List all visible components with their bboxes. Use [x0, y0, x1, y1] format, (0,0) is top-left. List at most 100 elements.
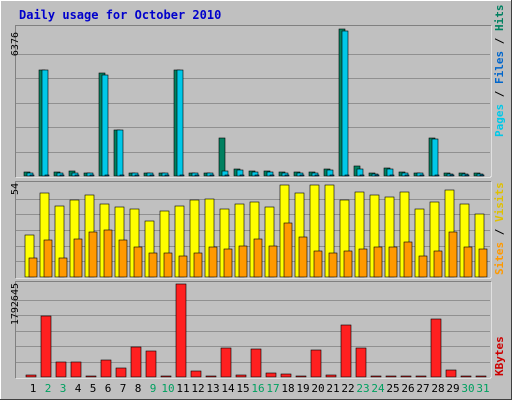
sites-bar-day-9 [148, 252, 158, 278]
sites-bar-day-30 [463, 246, 473, 278]
kbytes-bar-day-6 [100, 359, 112, 378]
pages-bar-day-19 [299, 174, 305, 177]
x-tick-label: 22 [341, 382, 354, 395]
pages-bar-day-3 [59, 174, 65, 177]
kbytes-bar-day-24 [370, 375, 382, 378]
kbytes-bar-day-31 [475, 375, 487, 378]
panel-hits-ymax: 6376 [10, 32, 21, 56]
pages-bar-day-17 [269, 174, 275, 177]
pages-bar-day-8 [134, 174, 140, 177]
x-axis-day-labels: 1 2 3 4 5 6 7 8 9 10 11 12 13 14 15 16 17 18 19 20 21 22 23 24 2… [30, 382, 490, 395]
files-bar-day-2 [41, 69, 49, 177]
legend-sites: Sites [493, 242, 506, 275]
kbytes-bar-day-18 [280, 373, 292, 378]
kbytes-bar-day-25 [385, 375, 397, 378]
sites-bar-day-22 [343, 250, 353, 278]
kbytes-bar-day-27 [415, 375, 427, 378]
sites-bar-day-21 [328, 252, 338, 278]
pages-bar-day-26 [404, 174, 410, 177]
files-bar-day-22 [341, 30, 349, 177]
pages-bar-day-18 [284, 174, 290, 177]
kbytes-bar-day-13 [205, 375, 217, 378]
legend-hits: Hits [493, 5, 506, 32]
pages-bar-day-6 [104, 174, 110, 177]
pages-bar-day-4 [74, 174, 80, 177]
sites-bar-day-5 [88, 231, 98, 278]
sites-bar-day-20 [313, 250, 323, 278]
kbytes-bar-day-1 [25, 374, 37, 378]
pages-bar-day-29 [449, 174, 455, 177]
sites-bar-day-28 [433, 250, 443, 278]
sites-bar-day-31 [478, 248, 488, 278]
panel-hits-grid [16, 54, 490, 153]
pages-bar-day-10 [164, 174, 170, 177]
x-tick-label: 1 [30, 382, 37, 395]
kbytes-bar-day-30 [460, 375, 472, 378]
pages-bar-day-15 [239, 174, 245, 177]
panel-visits-legend: Sites / Visits [493, 182, 506, 275]
x-tick-label: 8 [135, 382, 142, 395]
pages-bar-day-9 [149, 174, 155, 177]
chart-title: Daily usage for October 2010 [19, 8, 221, 22]
x-tick-label: 7 [120, 382, 127, 395]
pages-bar-day-11 [179, 174, 185, 177]
kbytes-bar-day-9 [145, 350, 157, 378]
kbytes-bar-day-19 [295, 375, 307, 378]
legend-separator: / [493, 84, 506, 104]
pages-bar-day-14 [224, 174, 230, 177]
pages-bar-day-12 [194, 174, 200, 177]
x-tick-label: 20 [311, 382, 324, 395]
hits-bar-day-14 [218, 137, 226, 177]
kbytes-bar-day-16 [250, 348, 262, 378]
legend-separator: / [493, 31, 506, 51]
panel-visits-ymax: 54 [10, 183, 21, 195]
sites-bar-day-4 [73, 238, 83, 278]
kbytes-bar-day-26 [400, 375, 412, 378]
legend-pages: Pages [493, 104, 506, 137]
files-bar-day-6 [101, 74, 109, 177]
panel-kbytes-legend: KBytes [493, 336, 506, 376]
panel-hits-legend: Pages / Files / Hits [493, 5, 506, 138]
files-bar-day-11 [176, 69, 184, 177]
pages-bar-day-31 [479, 174, 485, 177]
sites-bar-day-23 [358, 248, 368, 278]
x-tick-label: 23 [356, 382, 369, 395]
pages-bar-day-1 [29, 174, 35, 177]
x-tick-label: 29 [446, 382, 459, 395]
sites-bar-day-10 [163, 252, 173, 278]
panel-kbytes-bars [25, 283, 487, 378]
sites-bar-day-1 [28, 257, 38, 278]
panel-kbytes: 1792645 KBytes [10, 281, 506, 379]
pages-bar-day-22 [344, 174, 350, 177]
x-tick-label: 17 [266, 382, 279, 395]
panel-kbytes-ymax: 1792645 [10, 283, 21, 325]
sites-bar-day-15 [238, 245, 248, 278]
kbytes-bar-day-29 [445, 369, 457, 378]
x-tick-label: 24 [371, 382, 385, 395]
pages-bar-day-13 [209, 174, 215, 177]
sites-bar-day-6 [103, 229, 113, 278]
kbytes-bar-day-2 [40, 315, 52, 378]
x-tick-label: 4 [75, 382, 82, 395]
pages-bar-day-21 [329, 174, 335, 177]
sites-bar-day-27 [418, 255, 428, 278]
sites-bar-day-16 [253, 238, 263, 278]
kbytes-bar-day-12 [190, 370, 202, 378]
sites-bar-day-24 [373, 246, 383, 278]
sites-bar-day-13 [208, 246, 218, 278]
x-tick-label: 13 [206, 382, 219, 395]
kbytes-bar-day-15 [235, 374, 247, 378]
kbytes-bar-day-17 [265, 372, 277, 378]
sites-bar-day-26 [403, 241, 413, 278]
sites-bar-day-11 [178, 255, 188, 278]
x-tick-label: 6 [105, 382, 112, 395]
pages-bar-day-25 [389, 174, 395, 177]
x-tick-label: 2 [45, 382, 52, 395]
x-tick-label: 18 [281, 382, 294, 395]
files-bar-day-7 [116, 129, 124, 177]
kbytes-bar-day-28 [430, 318, 442, 378]
pages-bar-day-5 [89, 174, 95, 177]
sites-bar-day-29 [448, 231, 458, 278]
x-tick-label: 28 [431, 382, 444, 395]
pages-bar-day-7 [119, 174, 125, 177]
